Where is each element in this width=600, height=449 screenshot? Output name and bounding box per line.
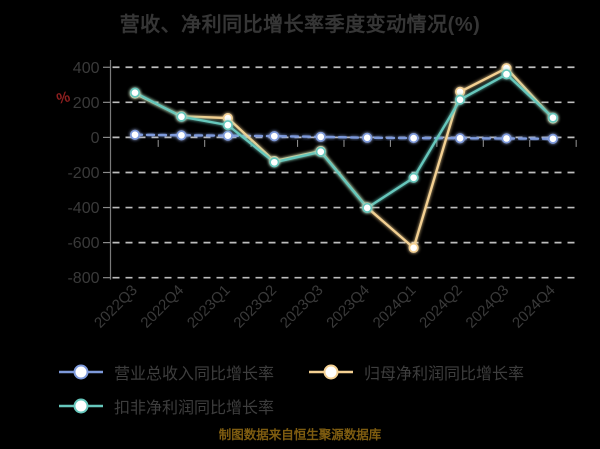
- y-axis-label-200: 200: [73, 95, 100, 112]
- y-axis-label--800: -800: [67, 270, 99, 287]
- x-axis-label-2023Q2: 2023Q2: [230, 282, 280, 332]
- marker-revenue-2024Q3: [501, 133, 512, 144]
- x-axis-label-2024Q2: 2024Q2: [416, 282, 466, 332]
- marker-non_gaap-2023Q4: [362, 202, 373, 213]
- x-axis-label-2023Q3: 2023Q3: [277, 282, 327, 332]
- legend-marker-icon: [59, 398, 103, 414]
- series-line-revenue: [133, 133, 555, 141]
- series-line-non_gaap: [133, 73, 555, 210]
- marker-non_gaap-2024Q4: [547, 112, 559, 123]
- legend-item-non-gaap: 扣非净利润同比增长率: [58, 394, 308, 418]
- legend-item-revenue: 营业总收入同比增长率: [58, 360, 308, 384]
- marker-revenue-2022Q4: [176, 130, 187, 141]
- legend-label: 扣非净利润同比增长率: [114, 400, 275, 417]
- series-line-net_profit: [133, 66, 555, 250]
- marker-revenue-2023Q3: [315, 131, 326, 142]
- legend-item-net-profit: 归母净利润同比增长率: [308, 360, 524, 384]
- x-axis-label-2024Q4: 2024Q4: [509, 282, 559, 332]
- marker-non_gaap-2023Q2: [269, 157, 280, 168]
- marker-revenue-2022Q3: [129, 129, 141, 140]
- marker-non_gaap-2022Q4: [176, 111, 187, 122]
- source-caption: 制图数据来自恒生聚源数据库: [218, 428, 382, 442]
- marker-non_gaap-2023Q1: [222, 120, 233, 131]
- legend-row-2: 扣非净利润同比增长率: [58, 389, 578, 423]
- y-axis-label-0: 0: [91, 130, 100, 147]
- x-axis-label-2024Q3: 2024Q3: [463, 282, 513, 332]
- legend-marker-icon: [59, 364, 103, 380]
- x-axis-label-2022Q4: 2022Q4: [137, 282, 187, 332]
- x-axis-label-2023Q4: 2023Q4: [323, 282, 373, 332]
- marker-non_gaap-2022Q3: [129, 87, 141, 98]
- marker-revenue-2024Q2: [455, 133, 466, 144]
- marker-revenue-2024Q1: [408, 133, 419, 144]
- y-axis-unit-percent: %: [55, 88, 72, 108]
- y-axis-label--600: -600: [67, 235, 99, 252]
- marker-revenue-2023Q2: [269, 131, 280, 142]
- y-axis-label-400: 400: [73, 60, 100, 77]
- y-axis-label--400: -400: [67, 200, 99, 217]
- marker-non_gaap-2024Q3: [501, 69, 512, 80]
- legend-marker-icon: [309, 364, 353, 380]
- x-axis-label-2024Q1: 2024Q1: [370, 282, 420, 332]
- marker-non_gaap-2024Q1: [408, 172, 419, 183]
- marker-non_gaap-2024Q2: [455, 94, 466, 105]
- chart-title: 营收、净利同比增长率季度变动情况(%): [119, 14, 481, 36]
- legend-row-1: 营业总收入同比增长率 归母净利润同比增长率: [58, 355, 578, 389]
- marker-revenue-2023Q4: [362, 132, 373, 143]
- x-axis-label-2023Q1: 2023Q1: [184, 282, 234, 332]
- marker-net_profit-2024Q1: [408, 242, 419, 253]
- x-axis-label-2022Q3: 2022Q3: [91, 282, 141, 332]
- legend-label: 营业总收入同比增长率: [114, 366, 275, 383]
- legend-label: 归母净利润同比增长率: [364, 366, 525, 383]
- marker-revenue-2023Q1: [222, 130, 233, 141]
- marker-non_gaap-2023Q3: [315, 146, 326, 157]
- y-axis-label--200: -200: [67, 165, 99, 182]
- marker-revenue-2024Q4: [547, 133, 559, 144]
- legend: 营业总收入同比增长率 归母净利润同比增长率 扣非净利润同比增长率: [58, 355, 578, 423]
